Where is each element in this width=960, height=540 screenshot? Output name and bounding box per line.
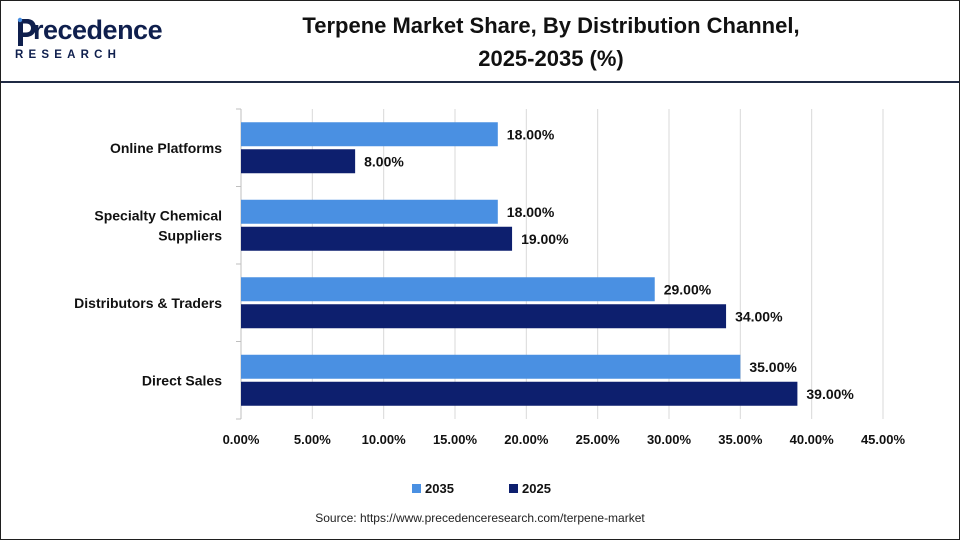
chart-title-line-2: 2025-2035 (%) [478, 46, 624, 71]
data-label-2035: 18.00% [507, 204, 555, 220]
legend-item-2025: 2025 [509, 479, 551, 497]
data-label-2035: 29.00% [664, 281, 712, 297]
data-label-2025: 39.00% [806, 386, 854, 402]
data-label-2035: 35.00% [749, 359, 797, 375]
bar-2025 [241, 149, 356, 174]
header: recedence RESEARCH Terpene Market Share,… [1, 1, 959, 81]
chart-title: Terpene Market Share, By Distribution Ch… [231, 9, 871, 75]
logo-word: recedence [33, 15, 163, 45]
header-divider [1, 81, 959, 83]
category-label: Specialty Chemical [94, 207, 222, 223]
x-tick-label: 25.00% [576, 432, 621, 447]
x-tick-label: 35.00% [718, 432, 763, 447]
data-label-2025: 8.00% [364, 153, 404, 169]
category-label: Direct Sales [142, 372, 222, 388]
bar-chart: 18.00% 8.00% Online Platforms 18.00% 19.00% S… [74, 108, 906, 447]
x-tick-label: 0.00% [223, 432, 260, 447]
category-label: Distributors & Traders [74, 295, 222, 311]
legend-label-2025: 2025 [522, 480, 551, 496]
x-tick-label: 45.00% [861, 432, 906, 447]
bar-2035 [241, 277, 655, 302]
chart-title-line-1: Terpene Market Share, By Distribution Ch… [302, 13, 800, 38]
x-tick-label: 15.00% [433, 432, 478, 447]
legend-label-2035: 2035 [425, 480, 454, 496]
category-label: Online Platforms [110, 140, 222, 156]
bar-2025 [241, 381, 798, 406]
data-label-2025: 19.00% [521, 231, 569, 247]
data-label-2025: 34.00% [735, 308, 783, 324]
legend-item-2035: 2035 [412, 479, 454, 497]
bar-2025 [241, 226, 513, 251]
bar-2035 [241, 122, 498, 147]
bar-2025 [241, 304, 727, 329]
x-tick-label: 20.00% [504, 432, 549, 447]
x-tick-label: 30.00% [647, 432, 692, 447]
logo-subtitle: RESEARCH [15, 49, 122, 61]
source-note: Source: https://www.precedenceresearch.c… [315, 511, 645, 525]
x-tick-label: 40.00% [790, 432, 835, 447]
legend-swatch-2035 [412, 483, 421, 493]
bar-2035 [241, 354, 741, 379]
bar-2035 [241, 199, 498, 224]
category-label: Suppliers [158, 227, 222, 243]
logo-p-mark [17, 17, 36, 46]
data-label-2035: 18.00% [507, 126, 555, 142]
legend-swatch-2025 [509, 483, 518, 493]
precedence-research-logo: recedence RESEARCH [15, 15, 165, 65]
x-tick-label: 5.00% [294, 432, 331, 447]
legend: 2035 2025 [1, 479, 959, 497]
x-tick-label: 10.00% [362, 432, 407, 447]
